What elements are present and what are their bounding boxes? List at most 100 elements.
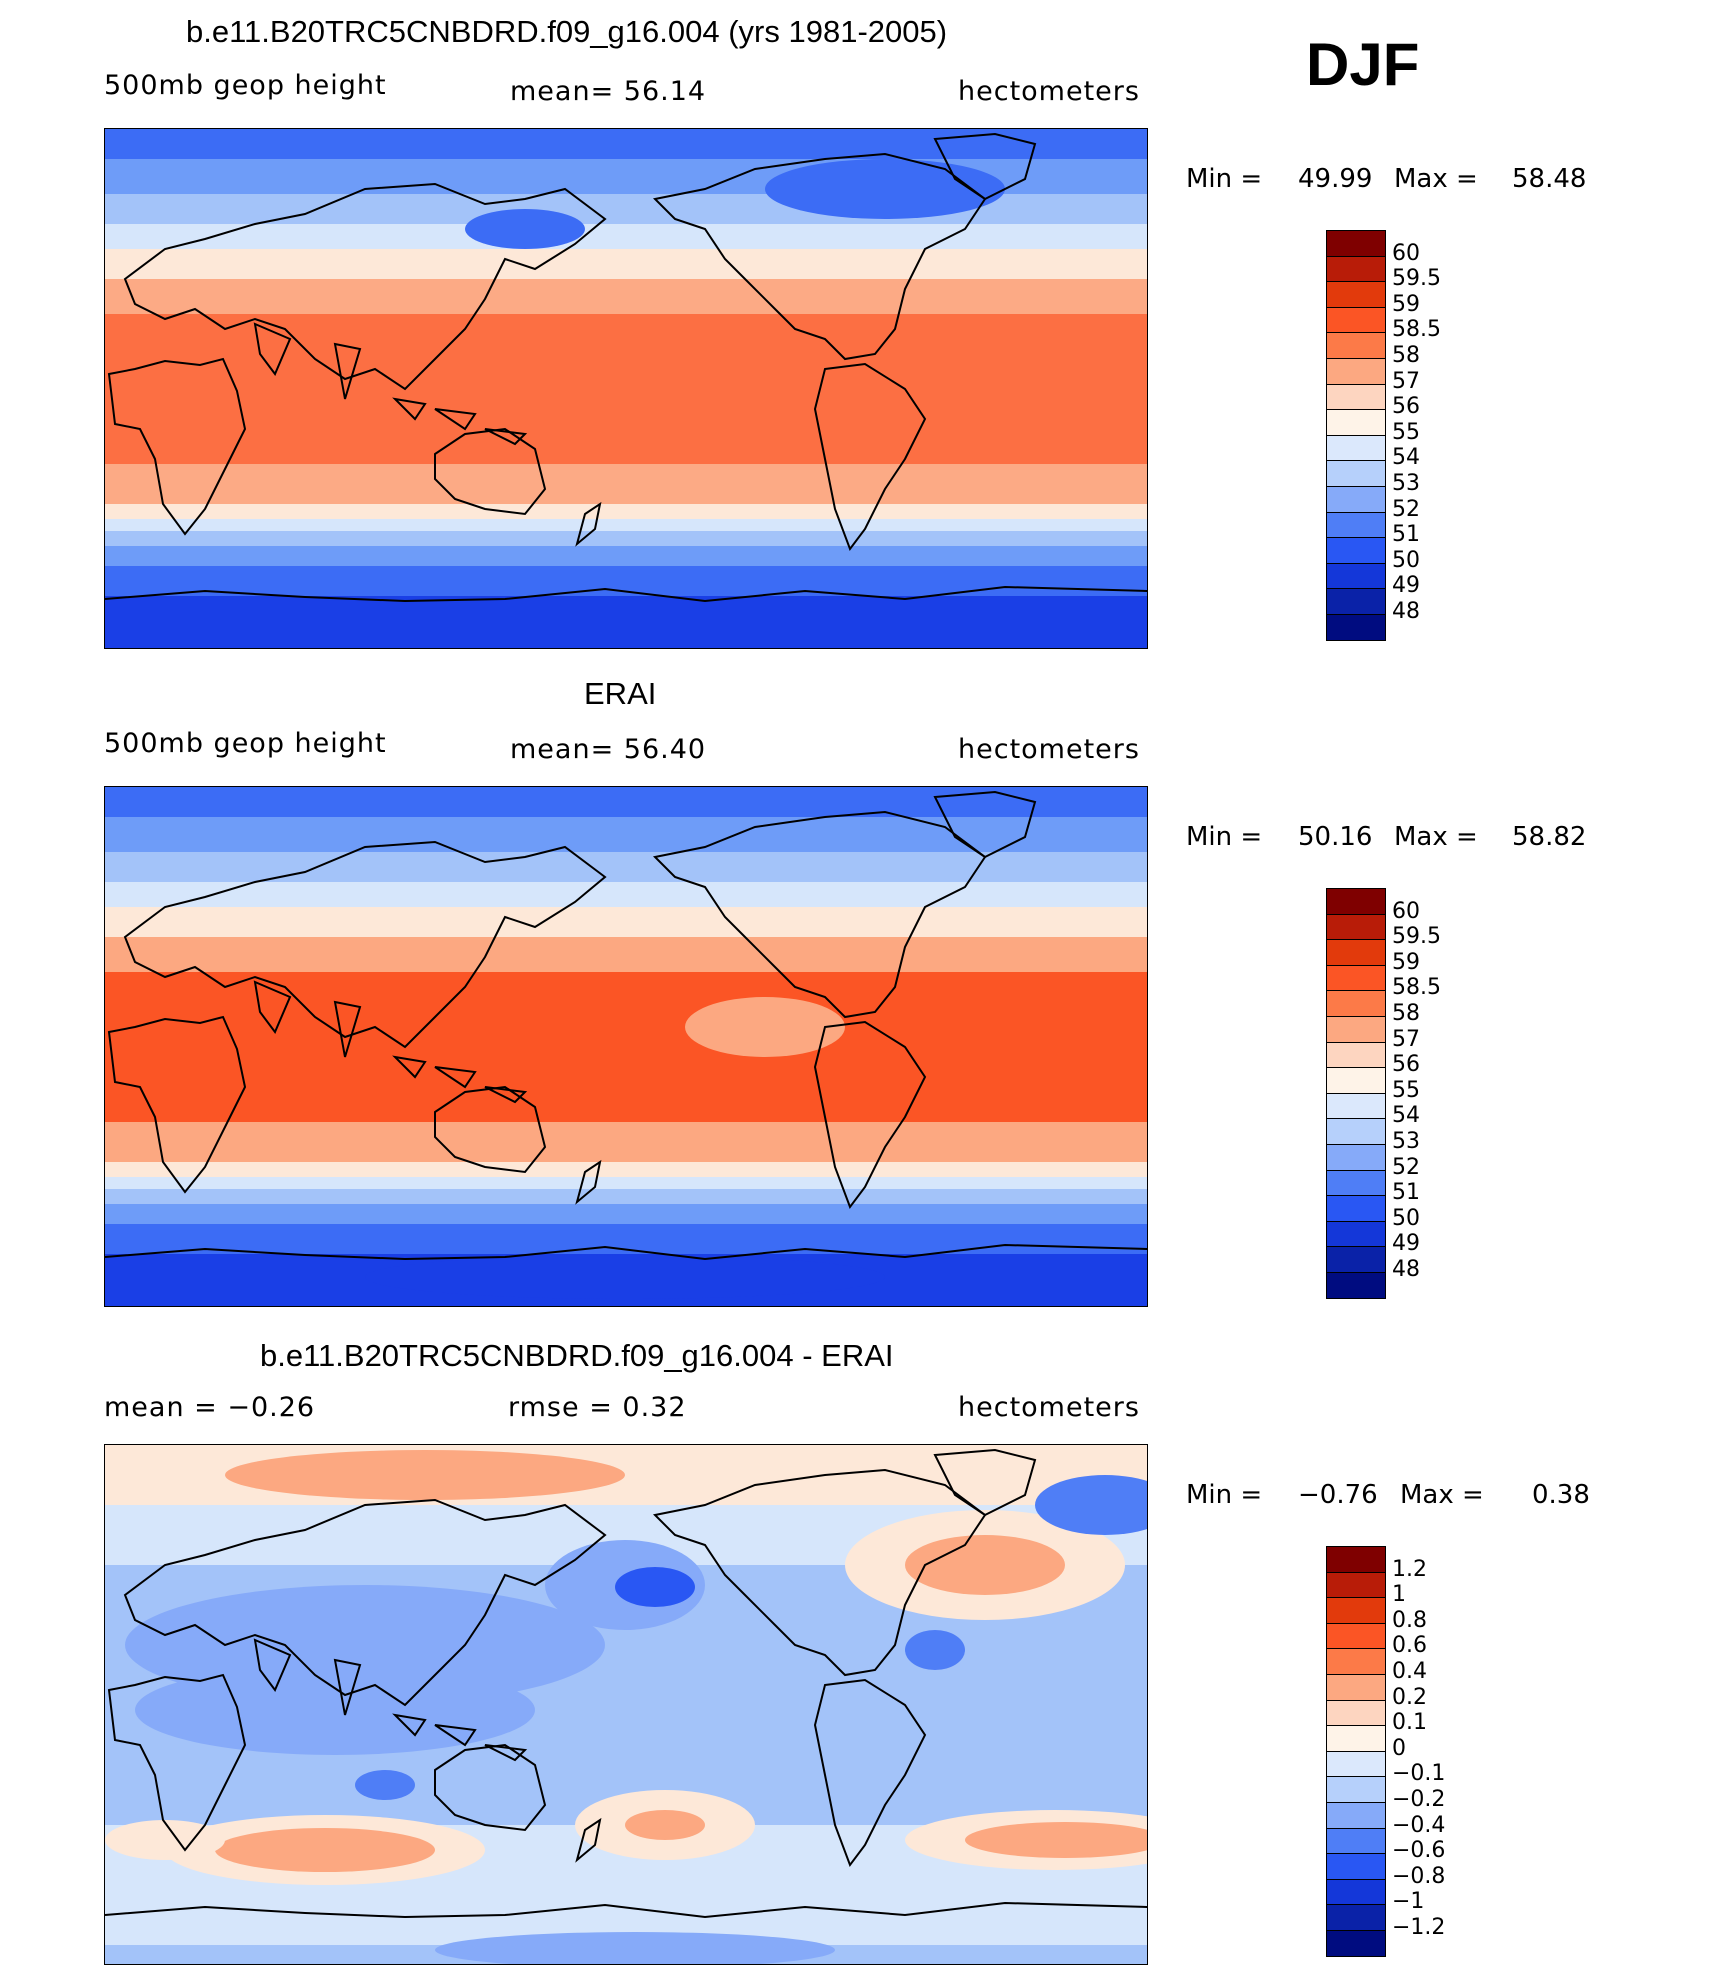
contour-anomaly	[435, 1932, 835, 1964]
coastline	[652, 152, 987, 361]
colorbar-tick-label: 49	[1392, 573, 1420, 599]
season-label: DJF	[1306, 31, 1420, 98]
coastline	[123, 840, 607, 1049]
coastline	[434, 427, 547, 516]
colorbar-swatch	[1326, 1930, 1386, 1957]
panel-3-rmse-label: rmse = 0.32	[508, 1392, 687, 1423]
coastline	[575, 1817, 602, 1863]
colorbar-swatch	[1326, 1118, 1386, 1145]
colorbar-tick-label: 0	[1392, 1735, 1406, 1761]
colorbar-swatch	[1326, 1750, 1386, 1778]
colorbar-swatch	[1326, 511, 1386, 539]
panel-1-max-value: 58.48	[1512, 164, 1587, 194]
contour-band	[105, 314, 1147, 464]
contour-band	[105, 1162, 1147, 1177]
coastline	[813, 1020, 927, 1210]
colorbar-swatch	[1326, 939, 1386, 966]
colorbar-tick-label: 53	[1392, 471, 1420, 496]
colorbar-tick-label: 55	[1392, 1077, 1420, 1103]
panel-2-colorbar: 60 59.5 59 58.5 58 57 56 55 54 53 52 51 50 49 48	[1326, 888, 1441, 1299]
panel-3-map	[104, 1444, 1148, 1965]
contour-anomaly	[615, 1567, 695, 1607]
colorbar-tick-label: 52	[1392, 496, 1420, 522]
coastline	[333, 1658, 362, 1716]
contour-band	[105, 1189, 1147, 1204]
panel-3-mean-label: mean = −0.26	[104, 1392, 316, 1423]
colorbar-swatch	[1326, 1016, 1386, 1043]
panel-1-max-label: Max =	[1394, 164, 1478, 194]
coastline	[434, 408, 477, 431]
contour-band	[105, 972, 1147, 1122]
coastline	[933, 790, 1037, 859]
coastline	[813, 362, 927, 552]
colorbar-swatch	[1326, 1597, 1386, 1624]
colorbar-swatch	[1326, 486, 1386, 513]
coastline	[105, 1901, 1147, 1919]
contour-anomaly	[355, 1770, 415, 1800]
coastline	[107, 357, 247, 536]
coastline	[105, 1243, 1147, 1261]
colorbar-swatch	[1326, 1220, 1386, 1248]
colorbar-swatch	[1326, 1246, 1386, 1273]
contour-anomaly	[765, 159, 1005, 219]
colorbar-swatch	[1326, 1725, 1386, 1752]
panel-2-max-label: Max =	[1394, 822, 1478, 852]
colorbar-tick-label: 48	[1392, 1257, 1420, 1282]
coastline	[933, 1448, 1037, 1517]
colorbar-tick-label: 52	[1392, 1154, 1420, 1180]
colorbar-tick-label: 54	[1392, 1103, 1420, 1129]
colorbar-tick-label: 0.8	[1392, 1607, 1427, 1633]
contour-anomaly	[1035, 1475, 1147, 1535]
colorbar-tick-label: −0.4	[1392, 1812, 1446, 1838]
coastline	[434, 1724, 477, 1747]
contour-anomaly	[135, 1665, 535, 1755]
colorbar-swatch	[1326, 964, 1386, 992]
colorbar-swatch	[1326, 332, 1386, 359]
coastline	[933, 132, 1037, 201]
colorbar-swatch	[1326, 1802, 1386, 1829]
colorbar-tick-label: −0.1	[1392, 1761, 1446, 1787]
panel-2-min-label: Min =	[1186, 822, 1263, 852]
contour-anomaly	[225, 1450, 625, 1500]
colorbar-tick-label: 58	[1392, 343, 1420, 368]
colorbar-swatch	[1326, 1546, 1386, 1573]
colorbar-tick-label: 50	[1392, 1205, 1420, 1231]
colorbar-tick-label: 53	[1392, 1129, 1420, 1154]
coastline	[253, 1638, 292, 1692]
colorbar-tick-label: 58.5	[1392, 975, 1441, 1001]
contour-band	[105, 1204, 1147, 1224]
colorbar-tick-label: 56	[1392, 394, 1420, 420]
colorbar-swatch	[1326, 1878, 1386, 1906]
coastline	[105, 585, 1147, 603]
coastline	[813, 1678, 927, 1868]
colorbar-tick-label: 0.4	[1392, 1659, 1427, 1684]
colorbar-swatch	[1326, 1092, 1386, 1120]
contour-band	[105, 787, 1147, 817]
contour-band	[105, 531, 1147, 546]
contour-band	[105, 519, 1147, 531]
contour-anomaly	[905, 1535, 1065, 1595]
colorbar-tick-label: 59	[1392, 291, 1420, 317]
panel-3-min-value: −0.76	[1298, 1480, 1378, 1510]
colorbar-tick-label: 59.5	[1392, 266, 1441, 292]
colorbar-swatch	[1326, 562, 1386, 590]
panel-2-units-label: hectometers	[958, 734, 1140, 765]
panel-3-units-label: hectometers	[958, 1392, 1140, 1423]
colorbar-swatch	[1326, 358, 1386, 385]
contour-band	[105, 504, 1147, 519]
coastline	[253, 322, 292, 376]
coastline	[123, 182, 607, 391]
colorbar-tick-label: 49	[1392, 1231, 1420, 1257]
colorbar-swatch	[1326, 1648, 1386, 1675]
coastline	[333, 1000, 362, 1058]
colorbar-swatch	[1326, 1699, 1386, 1727]
colorbar-tick-label: 57	[1392, 368, 1420, 394]
panel-1-colorbar: 60 59.5 59 58.5 58 57 56 55 54 53 52 51 50 49 48	[1326, 230, 1441, 641]
colorbar-swatch	[1326, 281, 1386, 308]
colorbar-tick-label: 51	[1392, 1180, 1420, 1206]
contour-anomaly	[105, 1820, 225, 1860]
contour-anomaly	[365, 1255, 885, 1299]
panel-2-min-value: 50.16	[1298, 822, 1373, 852]
colorbar-tick-label: −0.6	[1392, 1838, 1446, 1864]
colorbar-swatch	[1326, 990, 1386, 1017]
